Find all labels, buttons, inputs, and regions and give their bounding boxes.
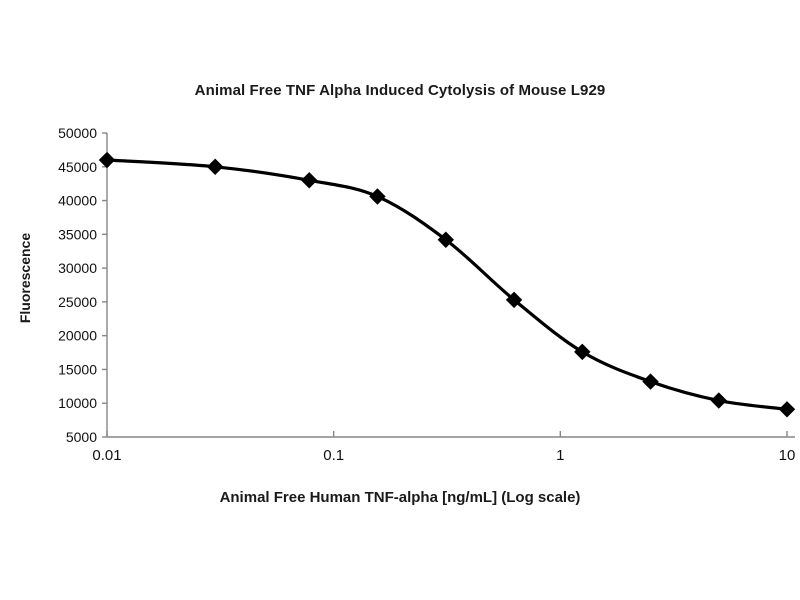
data-point-marker bbox=[574, 343, 591, 361]
series-markers bbox=[98, 151, 796, 418]
data-point-marker bbox=[369, 188, 386, 205]
y-tick-group: 5000 10000 15000 20000 25000 30000 35000 40000 4… bbox=[58, 125, 107, 445]
data-point-marker bbox=[642, 373, 659, 390]
x-tick-label: 0.1 bbox=[323, 447, 344, 464]
y-tick-label: 25000 bbox=[58, 294, 97, 310]
y-axis: 5000 10000 15000 20000 25000 30000 35000 40000 4… bbox=[58, 125, 108, 445]
y-tick-label: 35000 bbox=[58, 226, 97, 242]
x-tick-label: 0.01 bbox=[92, 447, 121, 464]
x-tick-group: 0.01 0.1 1 10 bbox=[92, 431, 795, 464]
y-tick-label: 15000 bbox=[58, 361, 97, 377]
chart-title: Animal Free TNF Alpha Induced Cytolysis … bbox=[194, 82, 606, 99]
y-tick-label: 5000 bbox=[66, 429, 97, 445]
x-axis-title: Animal Free Human TNF-alpha [ng/mL] (Log… bbox=[219, 489, 581, 506]
y-tick-label: 10000 bbox=[58, 395, 97, 411]
data-point-marker bbox=[98, 151, 116, 169]
x-tick-label: 10 bbox=[779, 447, 796, 464]
data-point-marker bbox=[301, 172, 318, 189]
y-tick-label: 45000 bbox=[58, 159, 97, 175]
data-series-group bbox=[98, 151, 796, 418]
data-point-marker bbox=[505, 291, 523, 309]
y-tick-label: 30000 bbox=[58, 260, 97, 276]
y-tick-label: 50000 bbox=[58, 125, 97, 141]
data-point-marker bbox=[437, 231, 455, 248]
data-point-marker bbox=[206, 158, 224, 175]
x-axis: 0.01 0.1 1 10 bbox=[92, 431, 795, 464]
y-tick-label: 20000 bbox=[58, 328, 97, 344]
x-tick-label: 1 bbox=[556, 447, 564, 464]
y-tick-label: 40000 bbox=[58, 193, 97, 209]
data-point-marker bbox=[778, 401, 796, 418]
series-line-fluorescence bbox=[105, 158, 789, 411]
data-point-marker bbox=[710, 392, 727, 409]
